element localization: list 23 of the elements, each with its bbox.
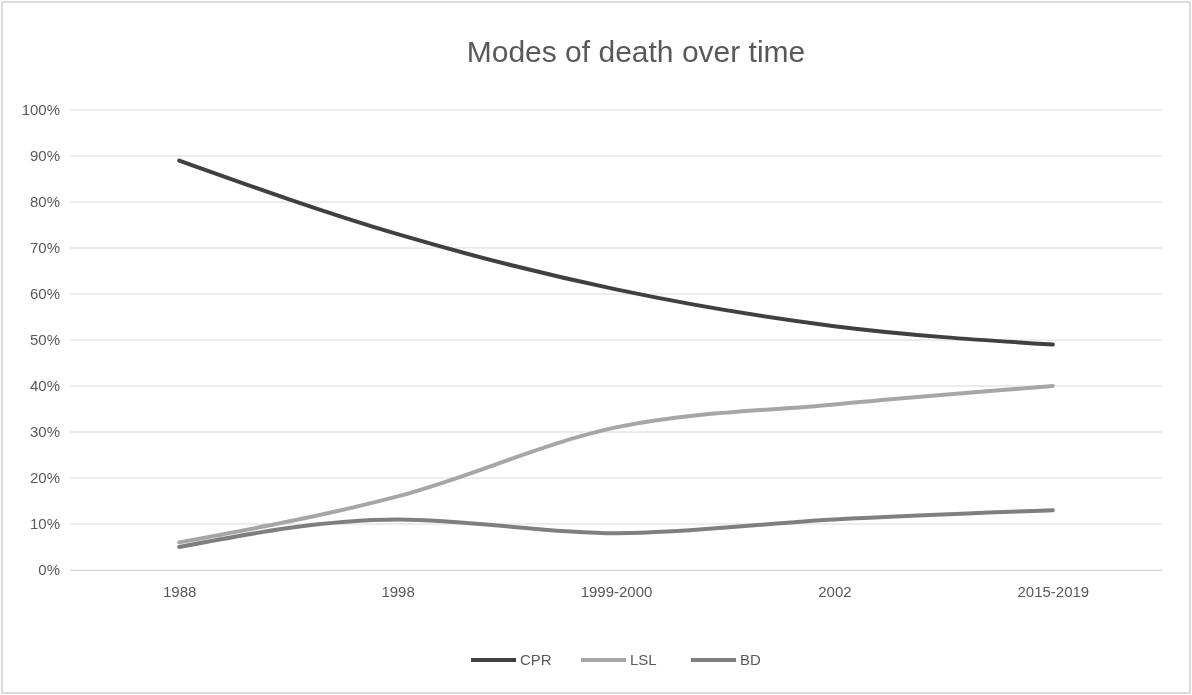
y-tick-label: 0%	[38, 561, 60, 579]
legend-label: CPR	[520, 651, 552, 668]
line-series	[177, 158, 1055, 347]
chart-title: Modes of death over time	[466, 35, 806, 68]
y-tick-label: 30%	[29, 423, 60, 441]
x-tick-label: 1988	[163, 582, 197, 600]
x-tick-label: 2002	[818, 582, 852, 600]
y-tick-label: 40%	[29, 377, 60, 395]
y-tick-label: 90%	[29, 147, 60, 165]
y-tick-label: 80%	[29, 193, 60, 211]
y-tick-label: 50%	[29, 331, 60, 349]
y-tick-label: 70%	[29, 239, 60, 257]
x-tick-label: 2015-2019	[1017, 582, 1090, 600]
line-series	[177, 508, 1055, 549]
x-tick-label: 1999-2000	[580, 582, 653, 600]
y-tick-label: 10%	[29, 515, 60, 533]
y-tick-label: 100%	[21, 101, 60, 119]
line-series	[177, 384, 1055, 545]
legend-label: LSL	[630, 651, 657, 668]
y-tick-label: 60%	[29, 285, 60, 303]
x-tick-label: 1998	[381, 582, 415, 600]
y-tick-label: 20%	[29, 469, 60, 487]
legend-label: BD	[740, 651, 761, 668]
